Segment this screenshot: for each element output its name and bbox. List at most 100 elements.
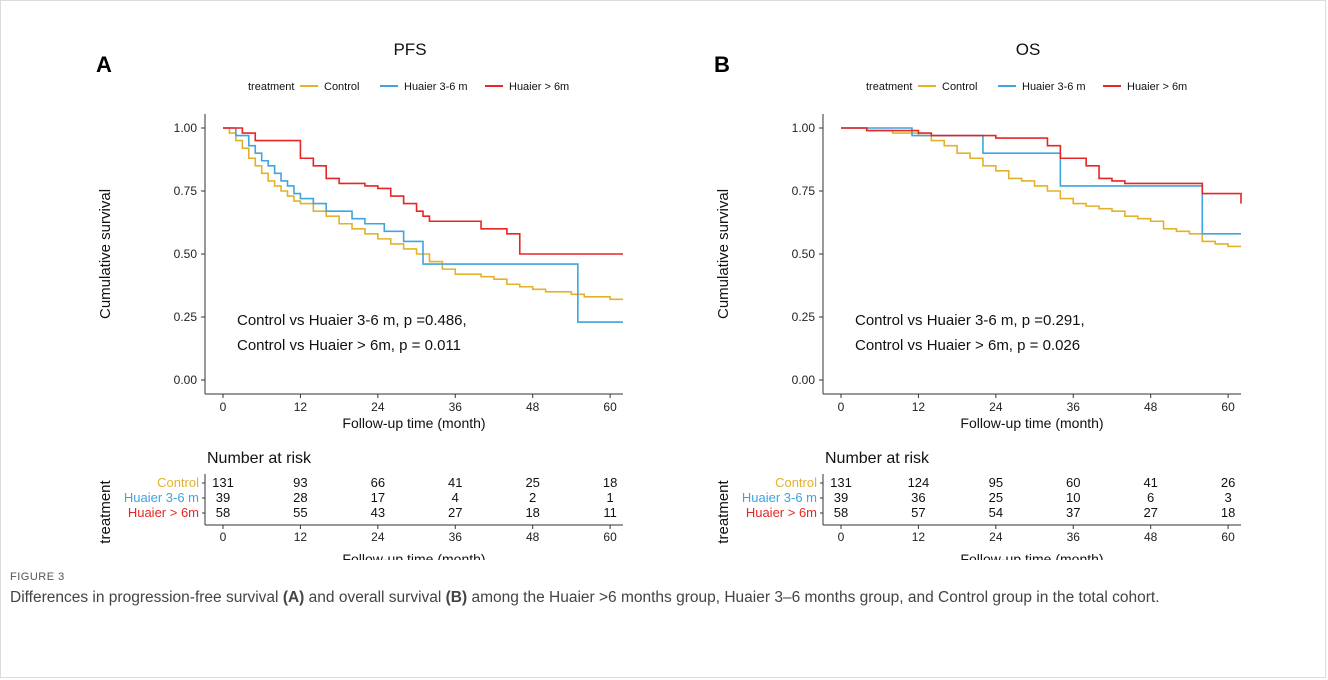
risk-count: 58 (216, 505, 230, 520)
y-tick-label: 1.00 (792, 121, 816, 135)
caption-segment: among the Huaier >6 months group, Huaier… (467, 589, 1160, 606)
risk-x-tick-label: 48 (1144, 530, 1158, 544)
panel-label: A (96, 52, 112, 77)
risk-x-tick-label: 60 (603, 530, 617, 544)
risk-count: 10 (1066, 490, 1080, 505)
figure-caption: FIGURE 3 Differences in progression-free… (10, 571, 1310, 609)
y-axis-label: Cumulative survival (97, 189, 114, 319)
risk-count: 28 (293, 490, 307, 505)
x-axis-label: Follow-up time (month) (342, 415, 485, 431)
x-tick-label: 48 (1144, 400, 1158, 414)
risk-count: 11 (603, 505, 617, 520)
risk-count: 17 (371, 490, 385, 505)
risk-count: 57 (911, 505, 925, 520)
panel-label: B (714, 52, 730, 77)
risk-count: 3 (1224, 490, 1231, 505)
y-tick-label: 1.00 (174, 121, 198, 135)
risk-count: 18 (1221, 505, 1235, 520)
chart-title: PFS (393, 40, 426, 59)
x-tick-label: 12 (294, 400, 308, 414)
risk-count: 60 (1066, 475, 1080, 490)
risk-count: 6 (1147, 490, 1154, 505)
risk-count: 58 (834, 505, 848, 520)
risk-count: 4 (452, 490, 459, 505)
risk-count: 27 (1143, 505, 1157, 520)
x-tick-label: 0 (220, 400, 227, 414)
survival-curve-huaier_gt6 (223, 127, 623, 255)
risk-y-axis-label: treatment (97, 479, 114, 543)
figure-label: FIGURE 3 (10, 571, 65, 583)
risk-count: 54 (989, 505, 1003, 520)
risk-y-axis-label: treatment (715, 479, 732, 543)
legend-label: Huaier > 6m (509, 81, 569, 93)
risk-x-axis-label: Follow-up time (month) (342, 551, 485, 560)
x-tick-label: 60 (603, 400, 617, 414)
legend-label: Control (324, 81, 359, 93)
y-tick-label: 0.50 (792, 247, 816, 261)
risk-count: 1 (606, 490, 613, 505)
chart-title: OS (1016, 40, 1041, 59)
risk-count: 95 (989, 475, 1003, 490)
p-value-annotation: Control vs Huaier 3-6 m, p =0.486, (237, 312, 467, 329)
legend: treatment Control Huaier 3-6 m Huaier > 6m (866, 81, 1187, 93)
risk-row-label: Huaier 3-6 m (742, 490, 817, 505)
y-tick-label: 0.00 (174, 373, 198, 387)
risk-count: 55 (293, 505, 307, 520)
risk-row-label: Huaier > 6m (128, 505, 199, 520)
survival-curve-huaier_3_6 (223, 127, 623, 323)
legend-title: treatment (248, 81, 294, 93)
p-value-annotation: Control vs Huaier 3-6 m, p =0.291, (855, 312, 1085, 329)
legend-title: treatment (866, 81, 912, 93)
risk-count: 2 (529, 490, 536, 505)
x-tick-label: 48 (526, 400, 540, 414)
risk-count: 93 (293, 475, 307, 490)
caption-panel-ref: (B) (445, 589, 468, 606)
risk-count: 36 (911, 490, 925, 505)
survival-curve-huaier_3_6 (841, 127, 1241, 235)
risk-x-tick-label: 0 (220, 530, 227, 544)
survival-curve-control (223, 127, 623, 301)
x-tick-label: 12 (912, 400, 926, 414)
risk-x-tick-label: 36 (449, 530, 463, 544)
risk-count: 41 (448, 475, 462, 490)
risk-x-tick-label: 12 (912, 530, 926, 544)
risk-x-tick-label: 48 (526, 530, 540, 544)
y-axis-label: Cumulative survival (715, 189, 732, 319)
risk-x-tick-label: 36 (1067, 530, 1081, 544)
risk-row-label: Control (775, 475, 817, 490)
risk-x-tick-label: 12 (294, 530, 308, 544)
risk-x-tick-label: 24 (989, 530, 1003, 544)
risk-table-title: Number at risk (207, 450, 312, 467)
legend-label: Control (942, 81, 977, 93)
risk-row-label: Huaier > 6m (746, 505, 817, 520)
caption-panel-ref: (A) (282, 589, 305, 606)
risk-row-label: Control (157, 475, 199, 490)
risk-count: 26 (1221, 475, 1235, 490)
y-tick-label: 0.50 (174, 247, 198, 261)
y-tick-label: 0.00 (792, 373, 816, 387)
x-tick-label: 24 (989, 400, 1003, 414)
y-tick-label: 0.25 (174, 310, 198, 324)
x-tick-label: 36 (449, 400, 463, 414)
caption-segment: Differences in progression-free survival (10, 589, 283, 606)
risk-x-tick-label: 60 (1221, 530, 1235, 544)
risk-count: 18 (603, 475, 617, 490)
risk-row-label: Huaier 3-6 m (124, 490, 199, 505)
risk-count: 43 (371, 505, 385, 520)
risk-x-tick-label: 24 (371, 530, 385, 544)
risk-x-axis-label: Follow-up time (month) (960, 551, 1103, 560)
survival-curve-control (841, 127, 1241, 248)
risk-count: 39 (216, 490, 230, 505)
risk-count: 25 (525, 475, 539, 490)
y-tick-label: 0.75 (174, 184, 198, 198)
p-value-annotation: Control vs Huaier > 6m, p = 0.026 (855, 337, 1080, 354)
x-tick-label: 36 (1067, 400, 1081, 414)
p-value-annotation: Control vs Huaier > 6m, p = 0.011 (237, 337, 461, 354)
x-tick-label: 24 (371, 400, 385, 414)
risk-count: 39 (834, 490, 848, 505)
risk-count: 131 (212, 475, 234, 490)
